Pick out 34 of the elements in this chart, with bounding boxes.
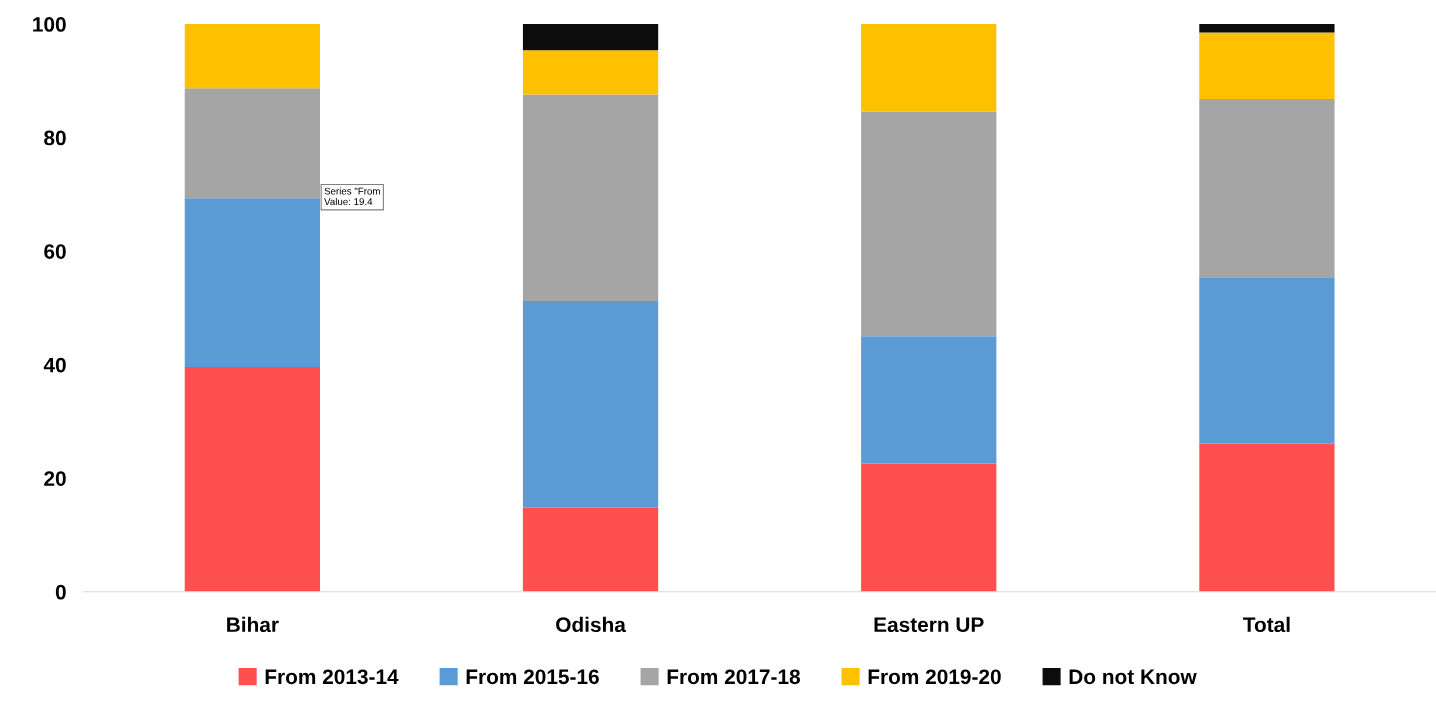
x-tick-label: Odisha	[556, 616, 626, 633]
bar	[1199, 32, 1335, 99]
bar	[522, 24, 659, 51]
y-tick-label: 20	[44, 471, 66, 486]
bar	[522, 301, 659, 508]
y-tick-label: 100	[33, 17, 66, 32]
bar	[1199, 24, 1335, 33]
bar	[184, 88, 321, 199]
y-tick-label: 80	[44, 130, 66, 146]
bar	[184, 24, 321, 89]
bar	[522, 50, 659, 95]
y-tick-label: 60	[44, 244, 66, 259]
x-tick-label: Eastern UP	[874, 617, 984, 633]
bar	[1199, 277, 1335, 444]
bar	[522, 94, 659, 302]
bar	[861, 24, 997, 112]
annotation: Series "From Value: 19.4	[324, 187, 380, 206]
bar	[861, 336, 997, 464]
x-tick-label: Total	[1243, 616, 1290, 633]
bar	[861, 463, 997, 592]
x-tick-label: Bihar	[227, 616, 279, 633]
bar	[1199, 443, 1335, 592]
bar	[522, 507, 659, 592]
bar	[184, 198, 321, 367]
legend-label: From 2019-20	[868, 669, 1001, 685]
legend-label: From 2013-14	[265, 669, 399, 685]
y-tick-label: 40	[43, 357, 66, 373]
bar	[184, 366, 321, 592]
legend-label: From 2017-18	[667, 669, 800, 685]
bar	[861, 111, 997, 337]
legend-label: From 2015-16	[466, 669, 599, 685]
legend-label: Do not Know	[1069, 669, 1197, 685]
bar	[1199, 98, 1335, 278]
y-tick-label: 0	[55, 584, 66, 600]
